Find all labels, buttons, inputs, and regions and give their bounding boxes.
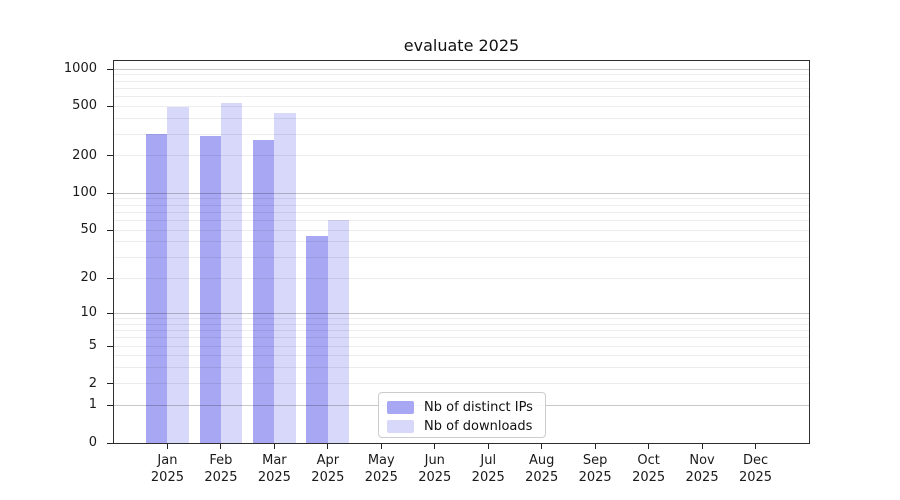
x-tick-label-jan: Jan 2025 [150, 453, 184, 485]
bar-nb-of-distinct-ips-apr [306, 235, 328, 443]
x-tick-mark-jan [166, 444, 168, 449]
x-tick-mark-aug [541, 444, 543, 449]
minor-gridline-80 [114, 204, 809, 206]
minor-gridline-20 [114, 277, 809, 279]
y-tick-label-0: 0 [88, 435, 97, 450]
minor-gridline-800 [114, 80, 809, 82]
y-tick-label-5: 5 [88, 338, 97, 353]
minor-gridline-40 [114, 241, 809, 243]
bar-nb-of-distinct-ips-mar [253, 139, 275, 443]
grid-layer [114, 61, 809, 443]
y-tick-mark-10 [107, 312, 113, 314]
bar-nb-of-downloads-feb [220, 103, 243, 443]
y-tick-label-1000: 1000 [63, 61, 97, 77]
x-tick-mark-jun [434, 444, 436, 449]
x-tick-mark-mar [273, 444, 275, 449]
minor-gridline-900 [114, 74, 809, 76]
x-tick-mark-feb [220, 444, 222, 449]
minor-gridline-70 [114, 211, 809, 213]
minor-gridline-700 [114, 87, 809, 89]
x-tick-label-apr: Apr 2025 [311, 453, 345, 485]
x-tick-label-sep: Sep 2025 [578, 453, 612, 485]
minor-gridline-500 [114, 106, 809, 107]
major-gridline-10 [114, 312, 809, 314]
y-tick-mark-2 [107, 383, 113, 385]
minor-gridline-600 [114, 96, 809, 98]
y-tick-label-10: 10 [80, 305, 97, 321]
y-tick-mark-0 [107, 442, 113, 444]
y-tick-mark-50 [107, 229, 113, 231]
x-tick-mark-jul [487, 444, 489, 449]
minor-gridline-90 [114, 198, 809, 200]
y-tick-mark-20 [107, 277, 113, 279]
x-tick-label-jun: Jun 2025 [418, 453, 452, 485]
x-tick-label-oct: Oct 2025 [632, 453, 666, 485]
x-tick-label-aug: Aug 2025 [525, 453, 559, 485]
y-tick-mark-1 [107, 404, 113, 406]
bar-nb-of-downloads-mar [274, 113, 296, 443]
y-tick-mark-200 [107, 155, 113, 157]
bar-nb-of-downloads-apr [327, 220, 350, 443]
legend-item-1: Nb of distinct IPs [387, 398, 537, 417]
y-tick-label-100: 100 [72, 185, 97, 201]
y-tick-mark-100 [107, 192, 113, 194]
minor-gridline-5 [114, 345, 809, 347]
y-tick-label-2: 2 [88, 375, 97, 391]
minor-gridline-2 [114, 383, 809, 385]
x-tick-label-feb: Feb 2025 [204, 453, 238, 485]
legend-label-1: Nb of distinct IPs [424, 400, 533, 415]
y-tick-label-1: 1 [88, 397, 97, 413]
x-tick-mark-nov [701, 444, 703, 449]
minor-gridline-8 [114, 323, 809, 325]
major-gridline-1000 [114, 68, 809, 70]
x-tick-mark-apr [327, 444, 329, 449]
y-tick-label-500: 500 [72, 98, 97, 114]
legend-swatch-1 [387, 401, 414, 414]
plot-area: Nb of distinct IPs Nb of downloads [113, 60, 810, 444]
bar-nb-of-distinct-ips-feb [199, 135, 221, 443]
x-tick-mark-sep [594, 444, 596, 449]
minor-gridline-3 [114, 367, 809, 369]
y-tick-label-20: 20 [80, 270, 97, 286]
minor-gridline-300 [114, 133, 809, 135]
major-gridline-100 [114, 192, 809, 194]
x-tick-label-may: May 2025 [364, 453, 398, 485]
y-tick-mark-5 [107, 345, 113, 347]
bar-nb-of-distinct-ips-jan [146, 134, 168, 443]
x-tick-mark-dec [755, 444, 757, 449]
bar-nb-of-downloads-jan [167, 106, 189, 443]
minor-gridline-9 [114, 317, 809, 319]
minor-gridline-400 [114, 118, 809, 120]
minor-gridline-7 [114, 329, 809, 331]
bars-layer [114, 61, 809, 443]
x-tick-label-nov: Nov 2025 [685, 453, 719, 485]
legend-label-2: Nb of downloads [424, 419, 533, 434]
legend: Nb of distinct IPs Nb of downloads [378, 392, 546, 438]
x-tick-label-mar: Mar 2025 [257, 453, 291, 485]
x-tick-label-jul: Jul 2025 [471, 453, 505, 485]
y-tick-mark-1000 [107, 68, 113, 70]
legend-item-2: Nb of downloads [387, 417, 537, 436]
y-tick-mark-500 [107, 105, 113, 107]
y-tick-label-50: 50 [80, 222, 97, 238]
minor-gridline-6 [114, 337, 809, 339]
minor-gridline-30 [114, 256, 809, 258]
minor-gridline-4 [114, 355, 809, 357]
y-tick-label-200: 200 [72, 147, 97, 163]
chart-title: evaluate 2025 [403, 36, 520, 55]
minor-gridline-200 [114, 155, 809, 157]
x-tick-mark-oct [648, 444, 650, 449]
minor-gridline-50 [114, 229, 809, 231]
legend-swatch-2 [387, 420, 414, 433]
x-tick-mark-may [380, 444, 382, 449]
x-tick-label-dec: Dec 2025 [738, 453, 773, 485]
minor-gridline-60 [114, 219, 809, 221]
